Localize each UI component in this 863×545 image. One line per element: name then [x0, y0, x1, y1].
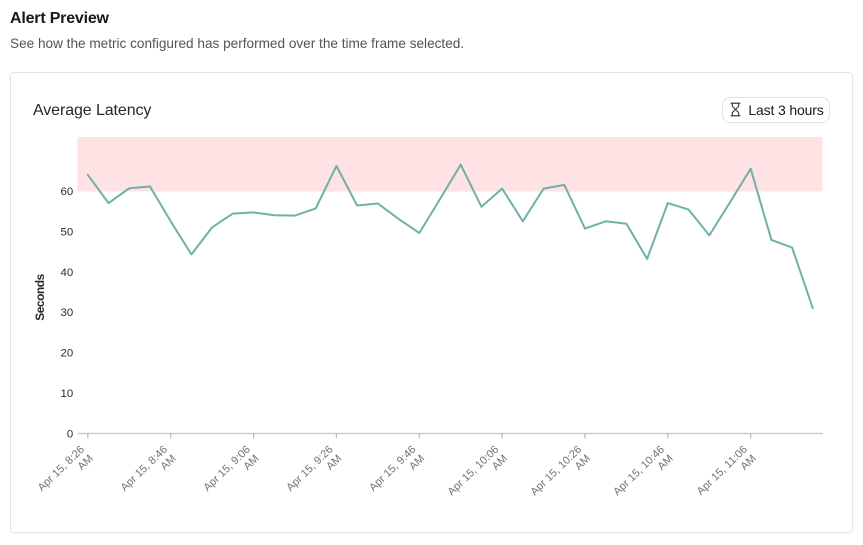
svg-text:50: 50: [61, 226, 74, 238]
svg-text:30: 30: [61, 307, 74, 319]
svg-text:Apr 15, 10:26: Apr 15, 10:26: [528, 444, 584, 499]
svg-text:60: 60: [61, 186, 74, 198]
svg-text:20: 20: [61, 348, 74, 360]
svg-text:Apr 15, 10:06: Apr 15, 10:06: [445, 444, 501, 499]
svg-text:Seconds: Seconds: [33, 273, 47, 320]
svg-text:0: 0: [67, 429, 73, 441]
svg-text:Apr 15, 11:06: Apr 15, 11:06: [695, 444, 750, 498]
svg-text:Apr 15, 10:46: Apr 15, 10:46: [611, 444, 667, 499]
svg-text:10: 10: [61, 388, 74, 400]
svg-text:40: 40: [61, 267, 74, 279]
